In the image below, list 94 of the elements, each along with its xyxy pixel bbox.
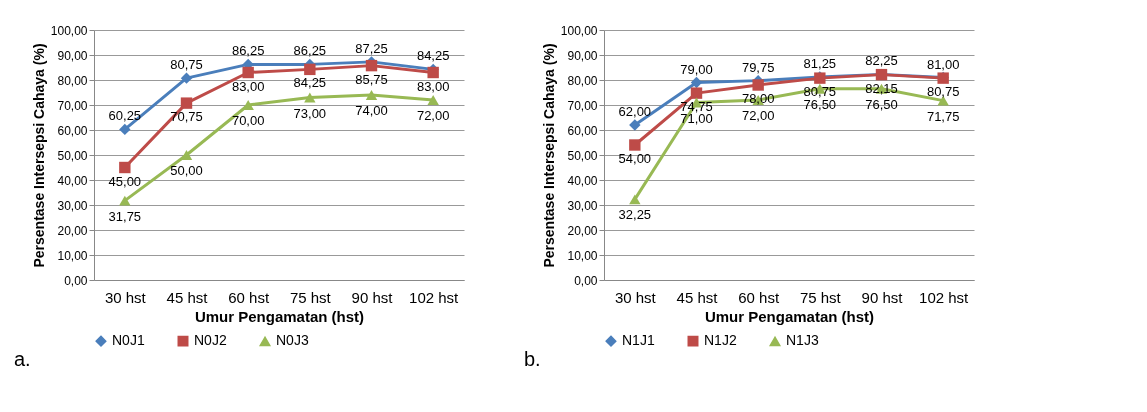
x-axis-title: Umur Pengamatan (hst) xyxy=(194,307,365,325)
data-label: 87,25 xyxy=(355,40,388,56)
x-tick-label: 45 hst xyxy=(676,288,719,306)
point xyxy=(690,87,703,99)
x-axis-title: Umur Pengamatan (hst) xyxy=(704,307,875,325)
data-label: 82,15 xyxy=(865,80,898,96)
y-axis-title: Persentase Intersepsi Cahaya (%) xyxy=(30,43,47,268)
y-tick-label: 40,00 xyxy=(567,173,598,188)
x-tick-label: 45 hst xyxy=(166,288,209,306)
point xyxy=(629,119,641,131)
y-tick-label: 10,00 xyxy=(567,248,598,263)
x-tick-label: 30 hst xyxy=(104,288,147,306)
data-label: 80,75 xyxy=(170,57,203,73)
x-tick-label: 75 hst xyxy=(289,288,332,306)
data-label: 85,75 xyxy=(355,71,388,87)
x-tick-label: 90 hst xyxy=(861,288,904,306)
data-label: 84,25 xyxy=(416,48,450,64)
y-tick-label: 50,00 xyxy=(567,148,598,163)
x-tick-label: 102 hst xyxy=(919,288,970,306)
data-label: 83,00 xyxy=(231,78,265,94)
point xyxy=(119,161,131,174)
data-label: 81,25 xyxy=(803,55,837,71)
y-tick-label: 100,00 xyxy=(560,23,598,38)
text: a. xyxy=(14,348,31,370)
point xyxy=(752,79,764,91)
text: b. xyxy=(524,348,541,370)
legend-label: N1J3 xyxy=(786,332,819,349)
point xyxy=(427,95,439,105)
data-label: 54,00 xyxy=(618,151,652,166)
y-tick-label: 70,00 xyxy=(567,98,598,113)
data-label: 72,00 xyxy=(741,108,775,123)
data-label: 74,00 xyxy=(355,103,388,118)
data-label: 76,50 xyxy=(865,96,898,112)
x-tick-label: 75 hst xyxy=(799,288,842,306)
data-label: 73,00 xyxy=(293,105,327,121)
y-tick-label: 90,00 xyxy=(57,48,88,63)
point xyxy=(119,123,131,136)
x-tick-label: 60 hst xyxy=(228,288,270,306)
data-label: 86,25 xyxy=(231,43,265,59)
data-label: 50,00 xyxy=(170,163,203,178)
y-axis-title: Persentase Intersepsi Cahaya (%) xyxy=(540,43,557,268)
y-tick-label: 80,00 xyxy=(567,73,598,88)
legend-label: N0J2 xyxy=(194,332,227,349)
legend-label: N1J1 xyxy=(622,332,655,349)
data-label: 84,25 xyxy=(293,75,327,91)
data-label: 79,75 xyxy=(741,59,775,75)
point xyxy=(690,76,703,89)
y-tick-label: 20,00 xyxy=(57,223,88,238)
x-tick-label: 30 hst xyxy=(614,288,657,306)
point xyxy=(180,72,193,84)
y-tick-label: 30,00 xyxy=(57,198,88,213)
y-tick-label: 60,00 xyxy=(567,123,598,138)
point xyxy=(365,59,378,72)
data-label: 83,00 xyxy=(416,78,450,94)
data-label: 31,75 xyxy=(108,208,142,224)
y-tick-label: 10,00 xyxy=(57,248,88,263)
point xyxy=(365,90,378,100)
data-label: 70,00 xyxy=(231,113,265,128)
y-tick-label: 20,00 xyxy=(567,223,598,238)
y-tick-label: 80,00 xyxy=(57,73,88,88)
data-label: 80,75 xyxy=(926,84,960,100)
data-label: 45,00 xyxy=(108,173,142,189)
y-tick-label: 60,00 xyxy=(57,123,88,138)
point xyxy=(119,195,131,206)
point xyxy=(629,194,641,205)
y-tick-label: 0,00 xyxy=(64,273,88,288)
y-tick-label: 40,00 xyxy=(57,173,88,188)
data-label: 71,75 xyxy=(926,108,960,124)
data-label: 72,00 xyxy=(416,108,450,123)
y-tick-label: 50,00 xyxy=(57,148,88,163)
legend-label: N0J3 xyxy=(276,332,309,349)
data-label: 86,25 xyxy=(293,43,327,59)
y-tick-label: 30,00 xyxy=(567,198,598,213)
y-tick-label: 70,00 xyxy=(57,98,88,113)
x-tick-label: 60 hst xyxy=(738,288,780,306)
x-tick-label: 102 hst xyxy=(409,288,460,306)
x-tick-label: 90 hst xyxy=(351,288,394,306)
point xyxy=(304,63,316,76)
y-tick-label: 90,00 xyxy=(567,48,598,63)
data-label: 32,25 xyxy=(618,207,652,223)
data-label: 78,00 xyxy=(741,91,775,106)
data-label: 79,00 xyxy=(680,61,713,77)
data-label: 62,00 xyxy=(618,104,652,119)
y-tick-label: 0,00 xyxy=(574,273,598,288)
legend-label: N1J2 xyxy=(704,332,737,349)
point xyxy=(242,66,254,79)
point xyxy=(180,97,193,109)
data-label: 60,25 xyxy=(108,108,142,124)
point xyxy=(629,139,641,151)
legend-label: N0J1 xyxy=(112,332,145,349)
point xyxy=(304,92,316,103)
data-label: 82,25 xyxy=(865,53,898,69)
data-label: 81,00 xyxy=(926,56,960,72)
y-tick-label: 100,00 xyxy=(50,23,88,38)
